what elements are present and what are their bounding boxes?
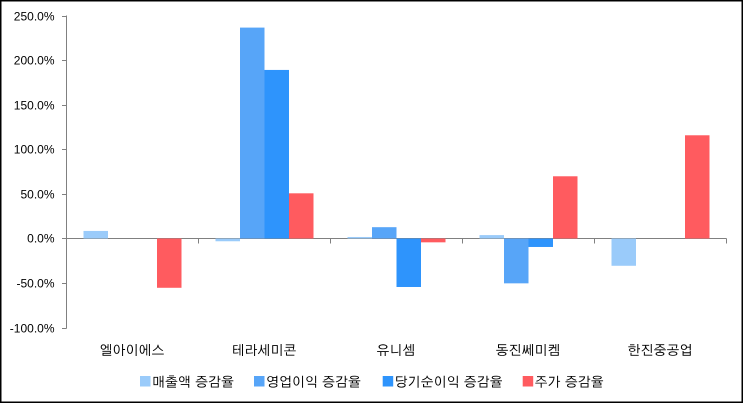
- svg-text:200.0%: 200.0%: [14, 54, 55, 68]
- svg-text:50.0%: 50.0%: [20, 188, 54, 202]
- svg-text:-50.0%: -50.0%: [16, 277, 54, 291]
- svg-text:0.0%: 0.0%: [27, 232, 55, 246]
- svg-text:150.0%: 150.0%: [14, 99, 55, 113]
- svg-text:100.0%: 100.0%: [14, 143, 55, 157]
- svg-text:-100.0%: -100.0%: [10, 322, 55, 336]
- svg-text:250.0%: 250.0%: [14, 10, 55, 24]
